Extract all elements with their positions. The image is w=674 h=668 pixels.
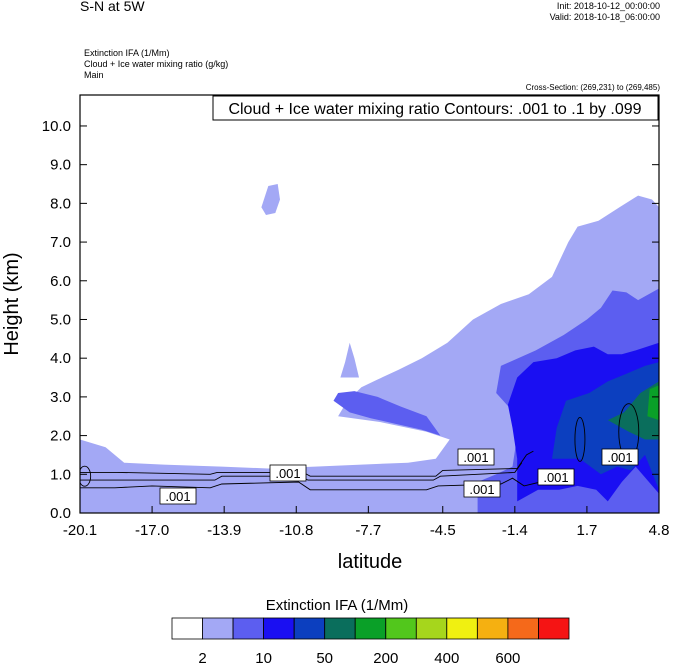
- colorbar: [171, 617, 570, 640]
- colorbar-swatch: [263, 617, 295, 640]
- contour-labels: .001 .001 .001 .001 .001 .001: [159, 448, 639, 505]
- contour-info: Cloud + Ice water mixing ratio Contours:…: [228, 101, 641, 118]
- contour-label: .001: [537, 468, 575, 486]
- contour-label: .001: [159, 487, 197, 505]
- filled-region: [333, 391, 441, 436]
- y-axis: 0.0 1.0 2.0 3.0 4.0 5.0 6.0 7.0 8.0 9.0 10.0: [42, 118, 659, 522]
- y-tick-label: 5.0: [50, 311, 71, 328]
- variable-label-extinction: Extinction IFA (1/Mm): [84, 48, 170, 58]
- x-axis-label: latitude: [338, 551, 403, 573]
- init-time: Init: 2018-10-12_00:00:00: [556, 1, 660, 11]
- contour-label: .001: [463, 480, 501, 498]
- valid-time: Valid: 2018-10-18_06:00:00: [549, 12, 660, 22]
- svg-text:.001: .001: [463, 450, 488, 465]
- contour-info-box: Cloud + Ice water mixing ratio Contours:…: [212, 95, 659, 121]
- colorbar-tick-label: 600: [495, 650, 520, 667]
- colorbar-swatch: [507, 617, 539, 640]
- y-tick-label: 2.0: [50, 428, 71, 445]
- variable-label-mixing-ratio: Cloud + Ice water mixing ratio (g/kg): [84, 59, 229, 69]
- colorbar-tick-labels: 2 10 50 200 400 600: [198, 650, 520, 667]
- colorbar-swatch: [171, 617, 203, 640]
- filled-region: [340, 342, 359, 378]
- x-tick-label: -20.1: [63, 522, 97, 539]
- x-tick-label: -13.9: [207, 522, 241, 539]
- x-tick-label: -7.7: [355, 522, 381, 539]
- filled-contours: [80, 184, 659, 513]
- filled-region: [647, 385, 659, 421]
- y-tick-label: 10.0: [42, 118, 71, 135]
- x-tick-label: -1.4: [502, 522, 528, 539]
- contour-line: [574, 417, 586, 462]
- x-tick-label: -10.8: [279, 522, 313, 539]
- domain-label: Main: [84, 70, 104, 80]
- plot-frame: [79, 94, 660, 514]
- colorbar-swatch: [232, 617, 265, 640]
- colorbar-swatch: [415, 617, 448, 640]
- colorbar-tick-label: 200: [373, 650, 398, 667]
- colorbar-swatch: [354, 617, 387, 640]
- contour-line: [80, 477, 541, 491]
- colorbar-title: Extinction IFA (1/Mm): [265, 597, 409, 614]
- svg-text:.001: .001: [275, 466, 300, 481]
- y-tick-label: 3.0: [50, 389, 71, 406]
- contour-line: [80, 450, 534, 477]
- y-tick-label: 7.0: [50, 234, 71, 251]
- colorbar-swatch: [293, 617, 326, 640]
- contour-label: .001: [601, 448, 639, 466]
- y-tick-label: 6.0: [50, 273, 71, 290]
- colorbar-swatch: [324, 617, 356, 640]
- svg-text:.001: .001: [165, 489, 190, 504]
- y-axis-label: Height (km): [1, 252, 23, 355]
- x-tick-label: 4.8: [649, 522, 670, 539]
- colorbar-swatch: [202, 617, 234, 640]
- contour-label: .001: [457, 448, 495, 466]
- colorbar-swatch: [476, 617, 509, 640]
- filled-region: [261, 184, 280, 215]
- x-axis: -20.1 -17.0 -13.9 -10.8 -7.7 -4.5 -1.4 1.7 4.8: [63, 506, 670, 539]
- contour-line: [80, 465, 92, 487]
- colorbar-tick-label: 400: [434, 650, 459, 667]
- plot-title: S-N at 5W: [80, 0, 145, 14]
- x-tick-label: 1.7: [576, 522, 597, 539]
- colorbar-tick-label: 2: [198, 650, 206, 667]
- x-tick-label: -17.0: [135, 522, 169, 539]
- svg-text:.001: .001: [469, 482, 494, 497]
- y-tick-label: 9.0: [50, 157, 71, 174]
- filled-region: [607, 381, 659, 440]
- colorbar-swatch: [538, 617, 570, 640]
- y-tick-label: 1.0: [50, 466, 71, 483]
- svg-text:.001: .001: [543, 470, 568, 485]
- colorbar-swatch: [385, 617, 417, 640]
- cross-section-label: Cross-Section: (269,231) to (269,485): [525, 83, 660, 92]
- contour-label: .001: [269, 464, 307, 482]
- svg-text:.001: .001: [607, 450, 632, 465]
- colorbar-swatch: [446, 617, 478, 640]
- y-tick-label: 0.0: [50, 505, 71, 522]
- y-tick-label: 8.0: [50, 195, 71, 212]
- colorbar-tick-label: 10: [255, 650, 272, 667]
- y-tick-label: 4.0: [50, 350, 71, 367]
- x-tick-label: -4.5: [430, 522, 456, 539]
- colorbar-tick-label: 50: [316, 650, 333, 667]
